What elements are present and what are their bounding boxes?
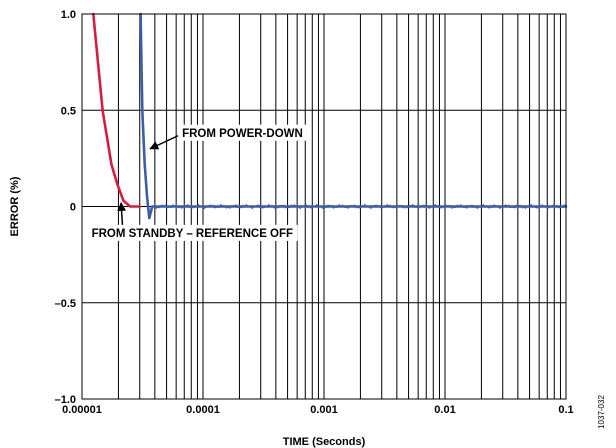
- x-tick-label: 0.01: [434, 404, 455, 416]
- x-tick-label: 0.001: [310, 404, 338, 416]
- annotations: FROM POWER-DOWN FROM STANDBY – REFERENCE …: [89, 124, 308, 241]
- power-down-label: FROM POWER-DOWN: [182, 128, 303, 140]
- y-tick-label: 0: [70, 202, 76, 214]
- standby-label: FROM STANDBY – REFERENCE OFF: [92, 228, 293, 240]
- standby-label-bg: [89, 224, 298, 241]
- series-lines: [92, 12, 568, 220]
- plot-frame: [81, 13, 567, 400]
- series-line-2: [139, 12, 568, 220]
- y-tick-label: –1.0: [55, 394, 76, 406]
- y-tick-label: –0.5: [55, 298, 76, 310]
- x-tick-label: 0.0001: [186, 404, 220, 416]
- y-axis-label: ERROR (%): [9, 176, 21, 236]
- figure-id: 1037-032: [597, 395, 606, 429]
- series-line-1: [92, 12, 141, 208]
- power-down-label-bg: [180, 124, 308, 141]
- y-tick-label: 1.0: [61, 9, 76, 21]
- tick-labels: 1.0 0.5 0 –0.5 –1.00.00001 0.0001 0.001 0.01 0.1: [55, 9, 574, 416]
- x-tick-label: 0.00001: [62, 404, 102, 416]
- series-line-2-noise: [154, 203, 567, 210]
- x-axis-label: TIME (Seconds): [283, 436, 366, 448]
- x-tick-label: 0.1: [558, 404, 573, 416]
- y-tick-label: 0.5: [61, 105, 76, 117]
- power-down-arrow: [149, 135, 179, 150]
